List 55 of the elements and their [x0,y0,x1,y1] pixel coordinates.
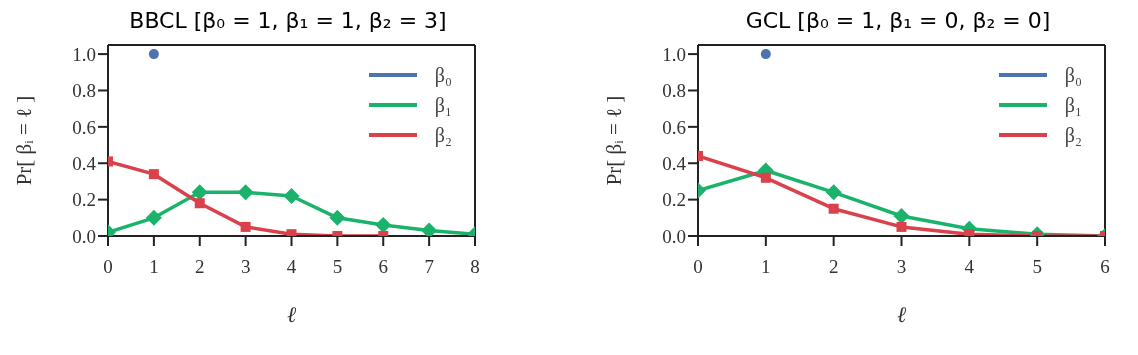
x-tick-label: 3 [896,256,907,278]
x-tick-label: 3 [240,256,251,278]
point [893,207,910,224]
point [145,209,162,226]
x-tick-label: 7 [424,256,434,278]
x-tick-label: 1 [149,256,159,278]
point [329,209,346,226]
x-tick-label: 8 [470,256,480,278]
y-tick-label: 1.0 [72,43,96,65]
y-tick-label: 0.2 [662,189,686,211]
x-tick-label: 0 [693,256,703,278]
point [240,221,251,232]
x-tick-label: 5 [1032,256,1042,278]
x-tick-label: 0 [103,256,113,278]
legend-label: β₂ [1064,123,1082,147]
chart-title: BBCL [β₀ = 1, β₁ = 1, β₂ = 3] [128,8,448,35]
y-tick-label: 0.8 [662,80,686,102]
legend-label: β₂ [434,123,452,147]
point [194,198,205,209]
y-tick-label: 1.0 [662,43,686,65]
x-axis-title: ℓ [286,302,297,327]
x-tick-label: 4 [964,256,975,278]
legend-label: β₀ [434,63,452,87]
x-tick-label: 2 [828,256,839,278]
x-axis-title: ℓ [896,302,907,327]
x-tick-label: 4 [286,256,297,278]
x-tick-label: 5 [332,256,343,278]
legend-label: β₁ [1064,93,1082,117]
y-tick-label: 0.6 [72,116,96,138]
y-axis-title: Pr[ βᵢ = ℓ ] [12,95,37,186]
point [237,184,254,201]
point [421,222,438,236]
point [828,203,839,214]
x-tick-label: 1 [761,256,771,278]
point [191,184,208,201]
x-tick-label: 6 [378,256,388,278]
y-tick-label: 0.6 [662,116,686,138]
y-tick-label: 0.2 [72,189,96,211]
point [148,49,159,60]
y-tick-label: 0.0 [72,225,96,247]
y-axis-title: Pr[ βᵢ = ℓ ] [602,95,627,186]
chart-title: GCL [β₀ = 1, β₁ = 0, β₂ = 0] [744,8,1052,35]
point [825,184,842,201]
y-tick-label: 0.4 [662,152,687,174]
y-tick-label: 0.0 [662,225,686,247]
x-tick-label: 2 [195,256,205,278]
point [760,172,771,183]
legend-label: β₀ [1064,63,1082,87]
x-tick-label: 6 [1100,256,1110,278]
point [283,187,300,204]
point [148,169,159,180]
legend-label: β₁ [434,93,452,117]
point [896,221,907,232]
y-tick-label: 0.8 [72,80,96,102]
y-tick-label: 0.4 [72,152,97,174]
